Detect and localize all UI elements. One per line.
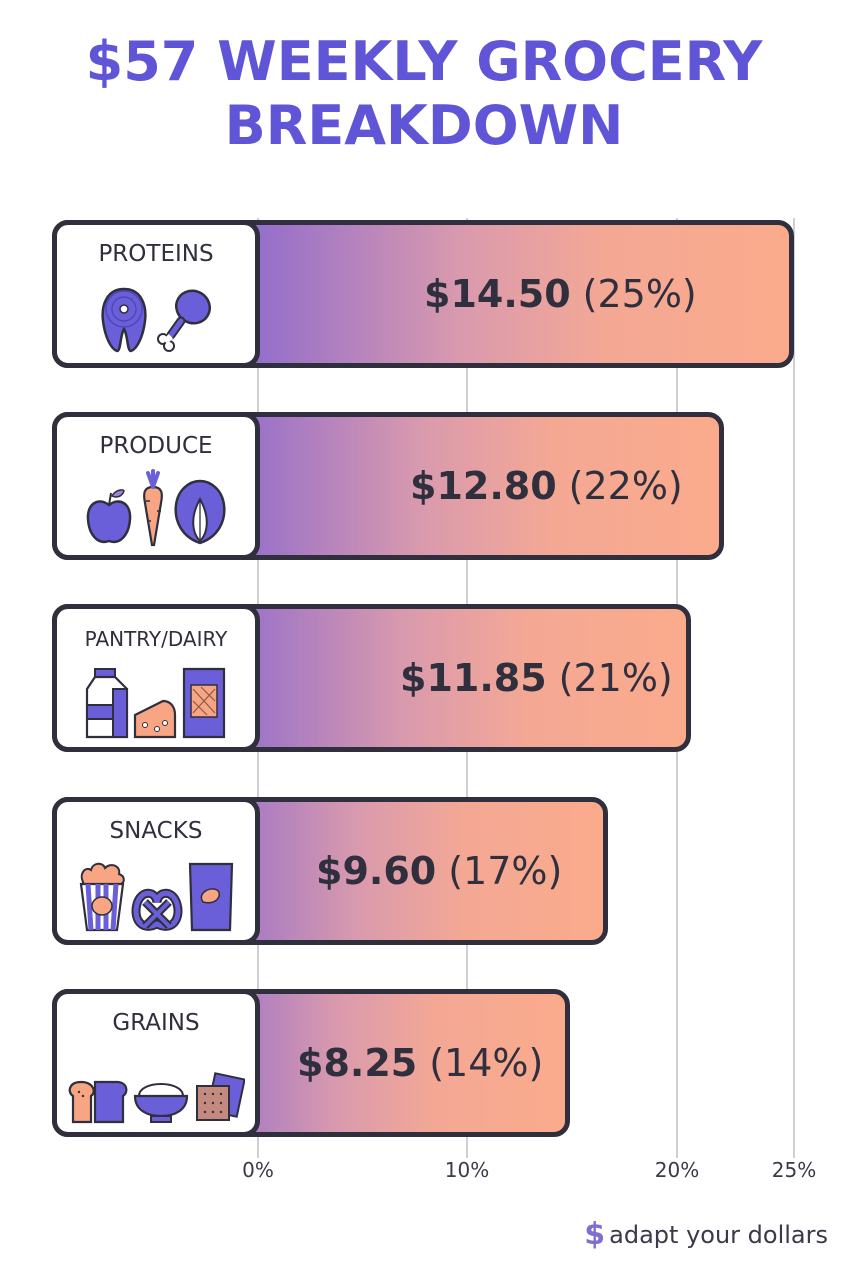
x-tick-25: 25% — [771, 1158, 817, 1182]
category-name: PANTRY/DAIRY — [84, 627, 228, 651]
x-tick-0: 0% — [242, 1158, 274, 1182]
amount: $9.60 — [316, 849, 437, 893]
bread-loaf-icon — [68, 1080, 128, 1124]
apple-icon — [86, 489, 132, 544]
bar-value-label: $8.25 (14%) — [297, 989, 543, 1137]
percent: (21%) — [558, 656, 673, 700]
percent: (25%) — [582, 272, 697, 316]
salmon-steak-icon — [101, 287, 147, 353]
amount: $12.80 — [410, 464, 557, 508]
chart-title: $57 WEEKLY GROCERY BREAKDOWN — [0, 30, 848, 158]
amount: $11.85 — [400, 656, 547, 700]
bar-value-label: $14.50 (25%) — [424, 220, 697, 368]
bar-row-snacks: SNACKS $9.60 (17%) — [52, 797, 608, 945]
lettuce-icon — [174, 479, 226, 545]
category-name: PROTEINS — [98, 241, 214, 267]
category-name: SNACKS — [109, 818, 203, 844]
title-line-1: $57 WEEKLY GROCERY — [85, 30, 763, 93]
brand-footer: $ adapt your dollars — [584, 1217, 828, 1252]
milk-carton-icon — [85, 668, 129, 739]
bar-value-label: $12.80 (22%) — [410, 412, 683, 560]
popcorn-icon — [79, 862, 125, 932]
x-tick-10: 10% — [444, 1158, 490, 1182]
amount: $14.50 — [424, 272, 571, 316]
category-name: PRODUCE — [99, 433, 213, 459]
rice-bowl-icon — [133, 1083, 189, 1123]
x-tick-20: 20% — [654, 1158, 700, 1182]
title-line-2: BREAKDOWN — [224, 94, 624, 157]
carrot-icon — [143, 469, 163, 547]
bar-row-pantry-dairy: PANTRY/DAIRY $11.85 (21%) — [52, 604, 691, 752]
gridline-25 — [793, 218, 795, 1158]
percent: (14%) — [429, 1041, 544, 1085]
amount: $8.25 — [297, 1041, 418, 1085]
bar-row-produce: PRODUCE $12.80 (22%) — [52, 412, 724, 560]
category-label-box: GRAINS — [52, 989, 260, 1137]
brand-name: adapt your dollars — [609, 1220, 828, 1249]
chips-bag-icon — [188, 862, 234, 932]
bar-value-label: $11.85 (21%) — [400, 604, 673, 752]
bar-value-label: $9.60 (17%) — [316, 797, 562, 945]
chicken-drumstick-icon — [157, 289, 212, 352]
crackers-icon — [196, 1072, 245, 1121]
category-label-box: SNACKS — [52, 797, 260, 945]
category-label-box: PRODUCE — [52, 412, 260, 560]
category-label-box: PANTRY/DAIRY — [52, 604, 260, 752]
category-name: GRAINS — [112, 1010, 200, 1036]
percent: (22%) — [568, 464, 683, 508]
bar-row-grains: GRAINS $8.25 — [52, 989, 570, 1137]
percent: (17%) — [448, 849, 563, 893]
dollar-logo-icon: $ — [584, 1217, 606, 1252]
cheese-icon — [133, 699, 177, 739]
bar-row-proteins: PROTEINS $14.50 (25%) — [52, 220, 794, 368]
pretzel-icon — [131, 888, 183, 931]
pasta-bag-icon — [182, 667, 226, 739]
category-label-box: PROTEINS — [52, 220, 260, 368]
